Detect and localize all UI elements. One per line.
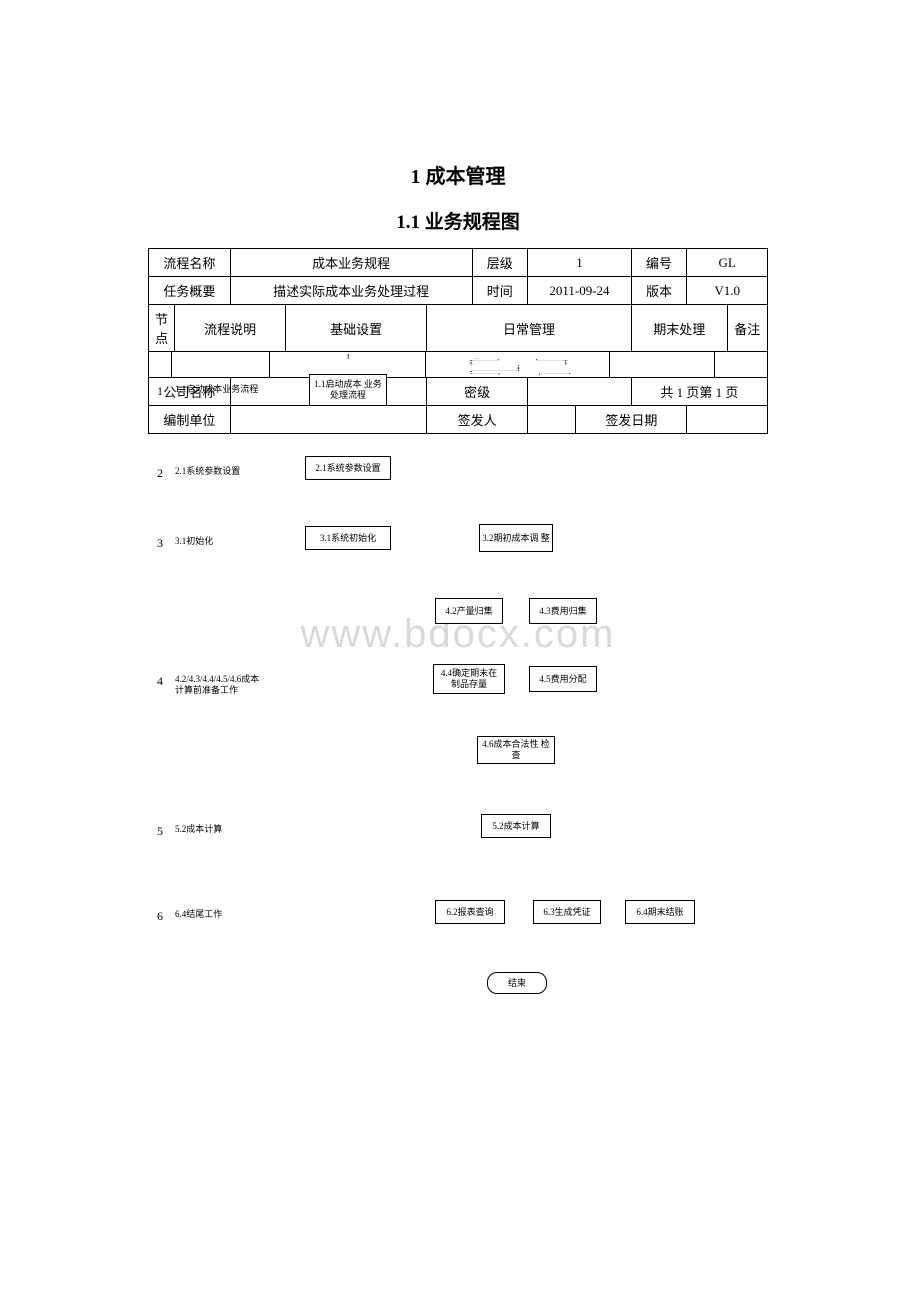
hdr-r1-c5: 编号 [631,249,686,277]
hdr-r2-c6: V1.0 [687,277,768,305]
heading-2: 1.1 业务规程图 [148,207,768,234]
hdr-r1-c6: GL [687,249,768,277]
row-desc-2: 2.1系统参数设置 [172,464,269,479]
hdr-r1-c2: 成本业务规程 [230,249,472,277]
hdr-r1-c4: 1 [528,249,632,277]
row-num-3: 3 [149,536,171,551]
ftr-r1-c5: 共 1 页第 1 页 [631,378,767,406]
hdr-r2-c4: 2011-09-24 [528,277,632,305]
hdr-r2-c3: 时间 [472,277,527,305]
header-row-3: 节点 流程说明 基础设置 日常管理 期末处理 备注 [149,305,768,352]
hdr-r3-c3: 基础设置 [286,305,427,352]
arrow-layer [149,352,767,377]
node-4-2: 4.2产量归集 [435,598,503,624]
hdr-r1-c3: 层级 [472,249,527,277]
node-3-1: 3.1系统初始化 [305,526,391,550]
ftr-r2-c1: 编制单位 [149,406,231,434]
hdr-r2-c5: 版本 [631,277,686,305]
node-4-4: 4.4确定期末在 制品存量 [433,664,505,694]
row-desc-4: 4.2/4.3/4.4/4.5/4.6成本计算前准备工作 [172,672,269,699]
row-desc-6: 6.4结尾工作 [172,907,269,922]
node-6-2: 6.2报表查询 [435,900,505,924]
hdr-r3-c1: 节点 [149,305,175,352]
ftr-r1-c4 [528,378,632,406]
row-num-2: 2 [149,466,171,481]
node-4-5: 4.5费用分配 [529,666,597,692]
row-num-5: 5 [149,824,171,839]
hdr-r3-c6: 备注 [727,305,767,352]
ftr-r2-c2 [230,406,427,434]
diagram-cell: www.bdocx.com [149,352,768,378]
ftr-r2-c4 [528,406,576,434]
node-3-2: 3.2期初成本调 整 [479,524,553,552]
node-1-1: 1.1启动成本 业务处理流程 [309,374,387,406]
row-desc-5: 5.2成本计算 [172,822,269,837]
ftr-r2-c3: 签发人 [427,406,528,434]
header-row-2: 任务概要 描述实际成本业务处理过程 时间 2011-09-24 版本 V1.0 [149,277,768,305]
node-end: 结束 [487,972,547,994]
hdr-r1-c1: 流程名称 [149,249,231,277]
heading-1: 1 成本管理 [148,160,768,189]
hdr-r2-c1: 任务概要 [149,277,231,305]
hdr-r3-c5: 期末处理 [631,305,727,352]
node-6-3: 6.3生成凭证 [533,900,601,924]
header-row-1: 流程名称 成本业务规程 层级 1 编号 GL [149,249,768,277]
hdr-r3-c4: 日常管理 [427,305,632,352]
row-desc-1: 1.1启动成本业务流程 [172,382,269,397]
row-num-4: 4 [149,674,171,689]
hdr-r3-c2: 流程说明 [175,305,286,352]
hdr-r2-c2: 描述实际成本业务处理过程 [230,277,472,305]
node-2-1: 2.1系统参数设置 [305,456,391,480]
row-num-6: 6 [149,909,171,924]
process-table: 流程名称 成本业务规程 层级 1 编号 GL 任务概要 描述实际成本业务处理过程… [148,248,768,434]
footer-row-2: 编制单位 签发人 签发日期 [149,406,768,434]
row-num-1: 1 [149,384,171,399]
node-5-2: 5.2成本计算 [481,814,551,838]
flowchart-area: www.bdocx.com [149,352,767,377]
ftr-r2-c5: 签发日期 [576,406,687,434]
node-4-6: 4.6成本合法性 检查 [477,736,555,764]
ftr-r2-c6 [687,406,768,434]
ftr-r1-c3: 密级 [427,378,528,406]
row-desc-3: 3.1初始化 [172,534,269,549]
node-4-3: 4.3费用归集 [529,598,597,624]
node-6-4: 6.4期末结账 [625,900,695,924]
